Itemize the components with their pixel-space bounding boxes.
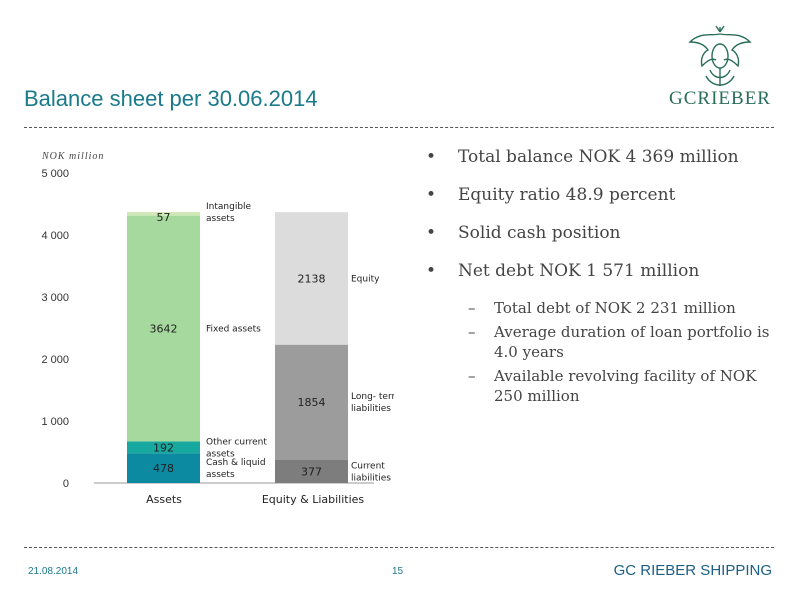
dash-icon: – <box>468 299 476 317</box>
bullet-dot-icon: • <box>426 185 437 205</box>
eagle-crest-icon <box>688 25 752 86</box>
data-label: 3642 <box>150 323 178 336</box>
segment-label: assets <box>206 470 235 480</box>
bar-segment <box>275 459 348 483</box>
y-tick-label: 0 <box>63 478 69 490</box>
data-label: 2138 <box>298 272 326 285</box>
bullet-dot-icon: • <box>426 147 437 167</box>
segment-label: Current <box>351 461 385 471</box>
bar-segment <box>127 212 200 216</box>
sub-bullet-text: Average duration of loan portfolio is 4.… <box>494 323 770 361</box>
page-number: 15 <box>392 566 404 577</box>
bullet-text: Net debt NOK 1 571 million <box>458 261 700 281</box>
bar-segment <box>275 212 348 345</box>
bullet-item: • Net debt NOK 1 571 million <box>424 260 784 298</box>
footer-brand: GC RIEBER SHIPPING <box>590 562 772 579</box>
bullet-text: Total balance NOK 4 369 million <box>458 147 739 167</box>
stacked-bar-chart: NOK million 0 1 000 2 000 3 000 4 000 5 000 478… <box>41 151 400 506</box>
bullet-dot-icon: • <box>426 223 437 243</box>
y-tick-label: 1 000 <box>41 416 69 428</box>
logo-text: GCRIEBER <box>669 88 771 109</box>
balance-chart: NOK million 0 1 000 2 000 3 000 4 000 5 000 478… <box>24 140 400 525</box>
top-divider <box>24 127 774 128</box>
bullet-text: Equity ratio 48.9 percent <box>458 185 676 205</box>
data-label: 192 <box>153 441 174 454</box>
slide-title: Balance sheet per 30.06.2014 <box>24 86 318 111</box>
y-axis-label: NOK million <box>41 151 104 162</box>
y-tick-label: 2 000 <box>41 354 69 366</box>
data-label: 1854 <box>298 396 326 409</box>
footer-brand-secondary: SHIPPING <box>696 562 772 579</box>
bottom-divider <box>24 547 774 548</box>
bar-segment <box>275 344 348 460</box>
bullet-text: Solid cash position <box>458 223 621 243</box>
bar-segment <box>127 453 200 483</box>
segment-label: liabilities <box>351 473 391 483</box>
category-label: Assets <box>146 493 182 506</box>
bullet-dot-icon: • <box>426 261 437 281</box>
bullet-item: • Total balance NOK 4 369 million <box>424 146 784 184</box>
segment-label: Fixed assets <box>206 325 261 335</box>
data-label: 57 <box>157 211 171 224</box>
bar-segment <box>127 441 200 454</box>
category-label: Equity & Liabilities <box>262 493 365 506</box>
bar-segment <box>127 215 200 442</box>
data-label: 478 <box>153 462 174 475</box>
segment-label: assets <box>206 214 235 224</box>
segment-label: assets <box>206 449 235 459</box>
bullet-item: • Solid cash position <box>424 222 784 260</box>
segment-label: liabilities <box>351 404 391 414</box>
data-label: 377 <box>301 465 322 478</box>
sub-bullet-text: Total debt of NOK 2 231 million <box>494 299 736 317</box>
y-tick-label: 4 000 <box>41 230 69 242</box>
sub-bullet-item: – Available revolving facility of NOK 250… <box>424 366 784 406</box>
sub-bullet-item: – Total debt of NOK 2 231 million <box>424 298 784 318</box>
bullet-list: • Total balance NOK 4 369 million • Equity… <box>424 146 784 410</box>
segment-label: Long- term <box>351 392 394 402</box>
bullet-item: • Equity ratio 48.9 percent <box>424 184 784 222</box>
segment-label: Intangible <box>206 202 252 212</box>
y-tick-label: 5 000 <box>41 168 69 180</box>
dash-icon: – <box>468 367 476 385</box>
segment-label: Equity <box>351 274 380 284</box>
footer-date: 21.08.2014 <box>28 566 79 577</box>
y-tick-label: 3 000 <box>41 292 69 304</box>
segment-label: Cash & liquid <box>206 458 266 468</box>
company-logo <box>660 24 780 116</box>
sub-bullet-item: – Average duration of loan portfolio is 4… <box>424 322 784 362</box>
sub-bullet-text: Available revolving facility of NOK 250 … <box>494 367 757 405</box>
footer-brand-primary: GC RIEBER <box>613 562 697 579</box>
segment-label: Other current <box>206 437 267 447</box>
dash-icon: – <box>468 323 476 341</box>
